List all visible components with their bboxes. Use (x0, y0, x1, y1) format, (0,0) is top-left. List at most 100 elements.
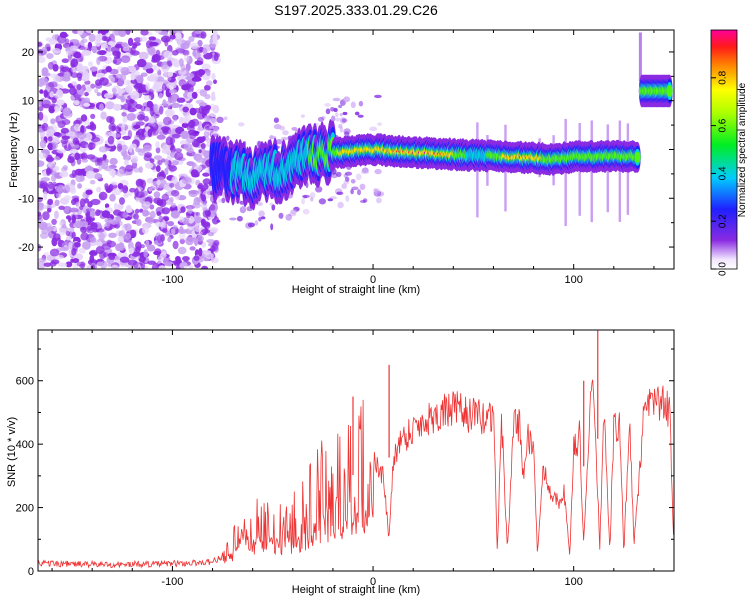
noise-speckle (341, 183, 348, 190)
noise-speckle (114, 43, 123, 49)
noise-speckle (179, 238, 185, 245)
x-tick-label: 0 (370, 274, 376, 286)
noise-speckle (204, 209, 211, 217)
noise-speckle (171, 50, 179, 56)
noise-speckle (155, 30, 162, 34)
noise-speckle (38, 260, 46, 269)
noise-speckle (38, 257, 47, 263)
noise-speckle (113, 103, 122, 111)
noise-speckle (155, 206, 165, 215)
noise-speckle (47, 198, 54, 206)
noise-speckle (46, 53, 54, 59)
x-tick-label: -100 (161, 576, 183, 588)
noise-speckle (149, 49, 155, 55)
noise-speckle (273, 123, 282, 130)
noise-speckle (82, 97, 91, 103)
noise-speckle (121, 42, 128, 48)
noise-speckle (209, 227, 219, 233)
noise-speckle (191, 237, 197, 242)
noise-speckle (118, 88, 123, 97)
noise-speckle (87, 41, 93, 50)
noise-speckle (65, 236, 72, 241)
noise-speckle (183, 143, 193, 152)
noise-speckle (89, 250, 96, 255)
noise-speckle (143, 154, 152, 162)
noise-speckle (135, 246, 141, 253)
noise-speckle (75, 173, 85, 183)
noise-speckle (48, 38, 57, 45)
noise-speckle (191, 152, 196, 157)
noise-speckle (300, 114, 305, 118)
noise-speckle (39, 151, 46, 160)
noise-speckle (86, 225, 94, 231)
noise-speckle (131, 155, 139, 164)
noise-speckle (195, 155, 204, 163)
noise-speckle (169, 182, 175, 188)
noise-speckle (342, 111, 348, 116)
noise-speckle (89, 254, 95, 263)
noise-speckle (76, 62, 84, 72)
noise-speckle (138, 166, 143, 174)
noise-speckle (181, 122, 189, 129)
noise-speckle (174, 148, 182, 153)
noise-speckle (98, 232, 105, 242)
noise-speckle (350, 188, 354, 195)
noise-speckle (178, 79, 187, 87)
noise-speckle (155, 141, 160, 149)
noise-speckle (336, 191, 344, 195)
noise-speckle (221, 197, 226, 204)
noise-speckle (91, 45, 98, 54)
noise-speckle (226, 135, 230, 141)
noise-speckle (160, 170, 165, 178)
noise-speckle (331, 115, 336, 122)
noise-speckle (199, 89, 207, 97)
noise-speckle (133, 167, 140, 173)
noise-speckle (257, 202, 263, 206)
noise-speckle (170, 210, 180, 219)
noise-speckle (139, 36, 148, 42)
noise-speckle (369, 126, 378, 132)
noise-speckle (117, 122, 127, 128)
noise-speckle (206, 80, 213, 87)
noise-speckle (139, 208, 144, 213)
noise-speckle (116, 143, 123, 152)
noise-speckle (141, 222, 152, 229)
noise-speckle (80, 226, 87, 234)
noise-speckle (59, 197, 70, 205)
noise-speckle (187, 206, 193, 214)
noise-speckle (338, 104, 343, 109)
noise-speckle (190, 118, 200, 127)
noise-speckle (345, 176, 350, 182)
noise-speckle (60, 127, 70, 134)
noise-speckle (159, 130, 164, 136)
noise-speckle (377, 191, 385, 197)
noise-speckle (147, 128, 153, 137)
spectrogram-image (38, 30, 673, 269)
y-tick-label: 0 (28, 145, 34, 157)
noise-speckle (43, 262, 52, 267)
noise-speckle (51, 218, 57, 225)
noise-speckle (146, 244, 156, 252)
noise-speckle (165, 108, 174, 117)
noise-speckle (93, 173, 103, 180)
noise-speckle (172, 240, 179, 250)
noise-speckle (155, 85, 164, 92)
noise-speckle (115, 216, 121, 221)
noise-speckle (105, 187, 112, 193)
noise-speckle (377, 122, 382, 126)
noise-speckle (85, 216, 93, 221)
noise-speckle (270, 223, 274, 231)
noise-speckle (107, 46, 112, 53)
noise-speckle (71, 214, 77, 224)
noise-speckle (303, 195, 308, 199)
noise-speckle (189, 132, 197, 140)
noise-speckle (181, 130, 190, 139)
noise-speckle (122, 212, 129, 219)
noise-speckle (148, 187, 153, 192)
noise-speckle (107, 135, 115, 145)
noise-speckle (140, 72, 148, 77)
noise-speckle (121, 150, 128, 157)
noise-speckle (330, 107, 335, 112)
